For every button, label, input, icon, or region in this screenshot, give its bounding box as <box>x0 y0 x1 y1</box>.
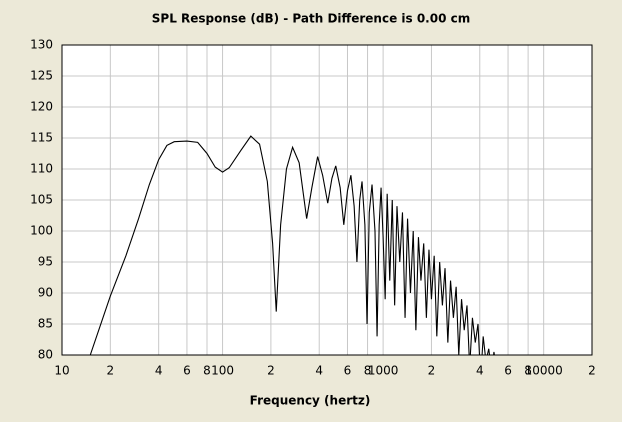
response-line <box>89 135 495 355</box>
y-tick-label: 115 <box>30 131 53 145</box>
y-tick-label: 95 <box>38 255 53 269</box>
x-tick-label: 100 <box>211 364 234 378</box>
x-tick-label: 8 <box>524 364 532 378</box>
x-tick-label: 4 <box>476 364 484 378</box>
y-tick-label: 85 <box>38 317 53 331</box>
x-tick-label: 1000 <box>368 364 399 378</box>
x-tick-label: 8 <box>203 364 211 378</box>
y-tick-label: 110 <box>30 162 53 176</box>
x-tick-label: 6 <box>504 364 512 378</box>
y-tick-label: 100 <box>30 224 53 238</box>
y-tick-label: 130 <box>30 38 53 52</box>
x-axis-label: Frequency (hertz) <box>250 394 371 408</box>
plot-border <box>61 44 593 356</box>
y-tick-label: 120 <box>30 100 53 114</box>
x-tick-label: 4 <box>315 364 323 378</box>
x-tick-label: 8 <box>364 364 372 378</box>
x-tick-label: 6 <box>344 364 352 378</box>
y-tick-label: 125 <box>30 69 53 83</box>
y-tick-label: 90 <box>38 286 53 300</box>
x-tick-label: 2 <box>267 364 275 378</box>
x-tick-label: 2 <box>107 364 115 378</box>
x-tick-label: 4 <box>155 364 163 378</box>
x-tick-label: 2 <box>428 364 436 378</box>
x-tick-label: 2 <box>588 364 596 378</box>
chart-title: SPL Response (dB) - Path Difference is 0… <box>152 12 471 26</box>
x-tick-label: 6 <box>183 364 191 378</box>
y-tick-label: 105 <box>30 193 53 207</box>
y-tick-label: 80 <box>38 348 53 362</box>
x-tick-label: 10000 <box>525 364 563 378</box>
x-tick-label: 10 <box>54 364 69 378</box>
